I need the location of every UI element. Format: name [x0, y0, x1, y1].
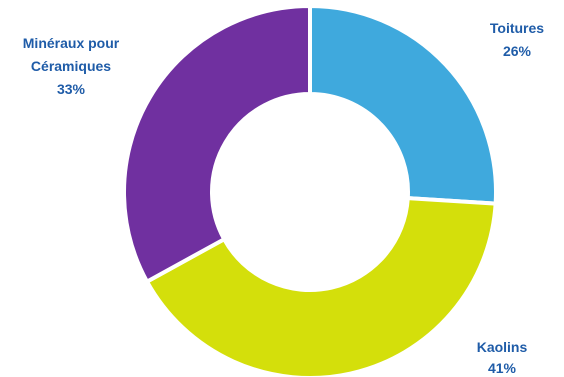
slice-name-kaolins: Kaolins	[477, 339, 528, 355]
slice-toitures	[308, 3, 498, 206]
slice-value-mineraux: 33%	[57, 81, 86, 97]
slice-value-toitures: 26%	[503, 43, 532, 59]
slice-name-toitures: Toitures	[490, 20, 544, 36]
label-toitures: Toitures 26%	[490, 20, 544, 59]
donut-slices	[122, 3, 498, 377]
label-kaolins: Kaolins 41%	[477, 339, 528, 376]
slice-name-mineraux-line2: Céramiques	[31, 58, 111, 74]
slice-value-kaolins: 41%	[488, 360, 517, 376]
label-mineraux: Minéraux pour Céramiques 33%	[23, 35, 120, 97]
slice-kaolins	[144, 196, 498, 377]
slice-name-mineraux-line1: Minéraux pour	[23, 35, 120, 51]
slice-mineraux	[122, 3, 312, 285]
